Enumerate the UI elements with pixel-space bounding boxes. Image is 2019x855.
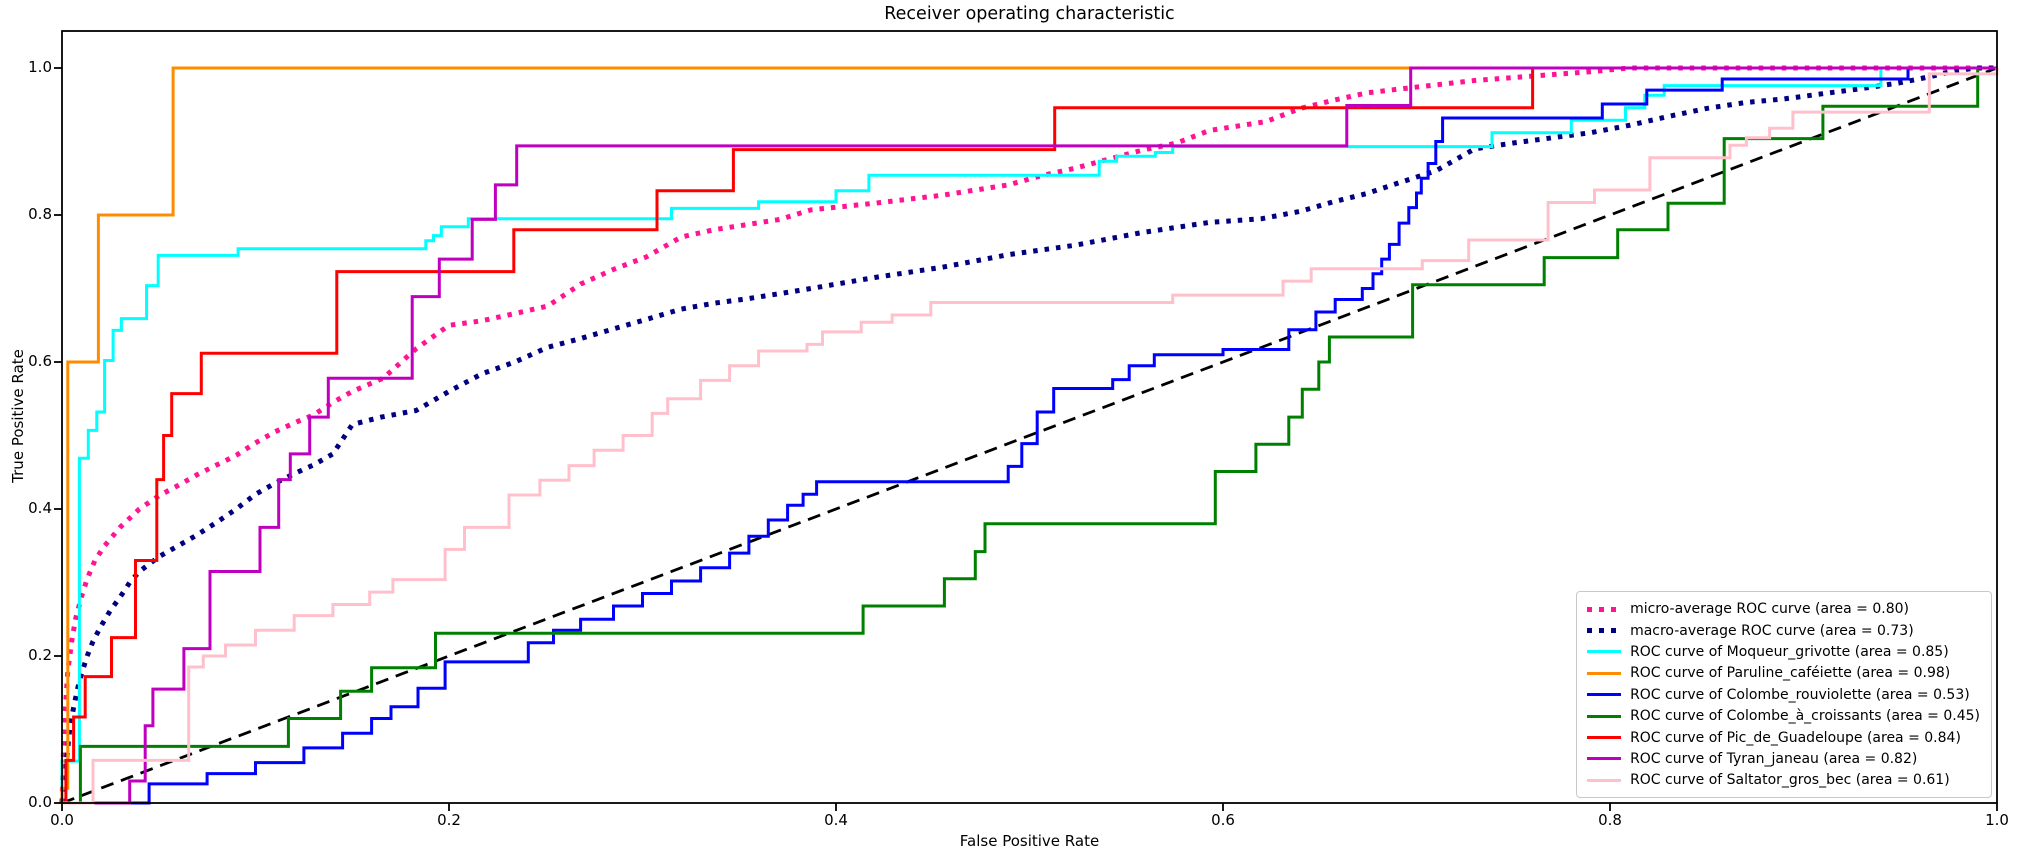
roc-curve-Colombe_rouviolette xyxy=(62,66,1997,805)
legend-item-label: ROC curve of Pic_de_Guadeloupe (area = 0… xyxy=(1630,729,1961,746)
legend-item-label: micro-average ROC curve (area = 0.80) xyxy=(1630,601,1909,618)
x-tick-label: 0.8 xyxy=(1598,811,1622,829)
legend-swatch-icon xyxy=(1587,671,1622,675)
x-tick-label: 0.2 xyxy=(437,811,461,829)
legend-item-label: ROC curve of Saltator_gros_bec (area = 0… xyxy=(1630,772,1950,789)
legend-swatch-icon xyxy=(1587,714,1622,718)
y-tick-label: 1.0 xyxy=(28,58,52,76)
legend-swatch-icon xyxy=(1587,778,1622,782)
axes-spines xyxy=(61,30,1998,804)
legend-item-label: ROC curve of Colombe_à_croissants (area … xyxy=(1630,708,1980,725)
legend-swatch-icon xyxy=(1587,757,1622,761)
legend-swatch-icon xyxy=(1587,736,1622,740)
x-tick-label: 0.4 xyxy=(824,811,848,829)
legend-swatch-icon xyxy=(1587,628,1622,634)
roc-curve-Moqueur_grivotte xyxy=(60,66,1997,803)
legend-item-label: ROC curve of Moqueur_grivotte (area = 0.… xyxy=(1630,643,1949,660)
legend-item: ROC curve of Colombe_rouviolette (area =… xyxy=(1587,684,1980,705)
roc-curve-macro-average xyxy=(59,65,1997,804)
legend-item-label: ROC curve of Tyran_janeau (area = 0.82) xyxy=(1630,750,1918,767)
legend-item: ROC curve of Tyran_janeau (area = 0.82) xyxy=(1587,748,1980,769)
x-axis-label: False Positive Rate xyxy=(959,832,1100,850)
roc-curve-Paruline_caféiette xyxy=(60,66,1997,803)
y-tick-label: 0.6 xyxy=(28,352,52,370)
y-tick-label: 0.8 xyxy=(28,205,52,223)
roc-curve-Saltator_gros_bec xyxy=(62,68,1999,805)
roc-curve-Colombe_à_croissants xyxy=(62,66,1997,805)
legend-item-label: macro-average ROC curve (area = 0.73) xyxy=(1630,622,1914,639)
legend-item: ROC curve of Colombe_à_croissants (area … xyxy=(1587,705,1980,726)
legend-swatch-icon xyxy=(1587,693,1622,697)
roc-curve-micro-average xyxy=(59,65,1997,804)
legend-item: ROC curve of Pic_de_Guadeloupe (area = 0… xyxy=(1587,727,1980,748)
legend-item: ROC curve of Paruline_caféiette (area = … xyxy=(1587,663,1980,684)
legend-item-label: ROC curve of Paruline_caféiette (area = … xyxy=(1630,665,1951,682)
legend-item: ROC curve of Saltator_gros_bec (area = 0… xyxy=(1587,770,1980,791)
y-tick-label: 0.4 xyxy=(28,499,52,517)
legend-swatch-icon xyxy=(1587,606,1622,612)
roc-curve-Pic_de_Guadeloupe xyxy=(62,66,1997,805)
y-axis-label: True Positive Rate xyxy=(9,349,27,483)
legend-item: macro-average ROC curve (area = 0.73) xyxy=(1587,620,1980,641)
x-tick-label: 1.0 xyxy=(1985,811,2009,829)
chance-line xyxy=(61,66,1998,805)
legend-item: ROC curve of Moqueur_grivotte (area = 0.… xyxy=(1587,641,1980,662)
roc-curve-Tyran_janeau xyxy=(62,66,1997,805)
chart-title: Receiver operating characteristic xyxy=(884,4,1175,24)
y-tick-label: 0.0 xyxy=(28,793,52,811)
x-tick-label: 0.6 xyxy=(1211,811,1235,829)
legend-swatch-icon xyxy=(1587,650,1622,654)
x-tick-label: 0.0 xyxy=(50,811,74,829)
legend-item: micro-average ROC curve (area = 0.80) xyxy=(1587,598,1980,619)
legend-item-label: ROC curve of Colombe_rouviolette (area =… xyxy=(1630,686,1970,703)
legend: micro-average ROC curve (area = 0.80) mac… xyxy=(1576,591,1992,798)
y-tick-label: 0.2 xyxy=(28,646,52,664)
